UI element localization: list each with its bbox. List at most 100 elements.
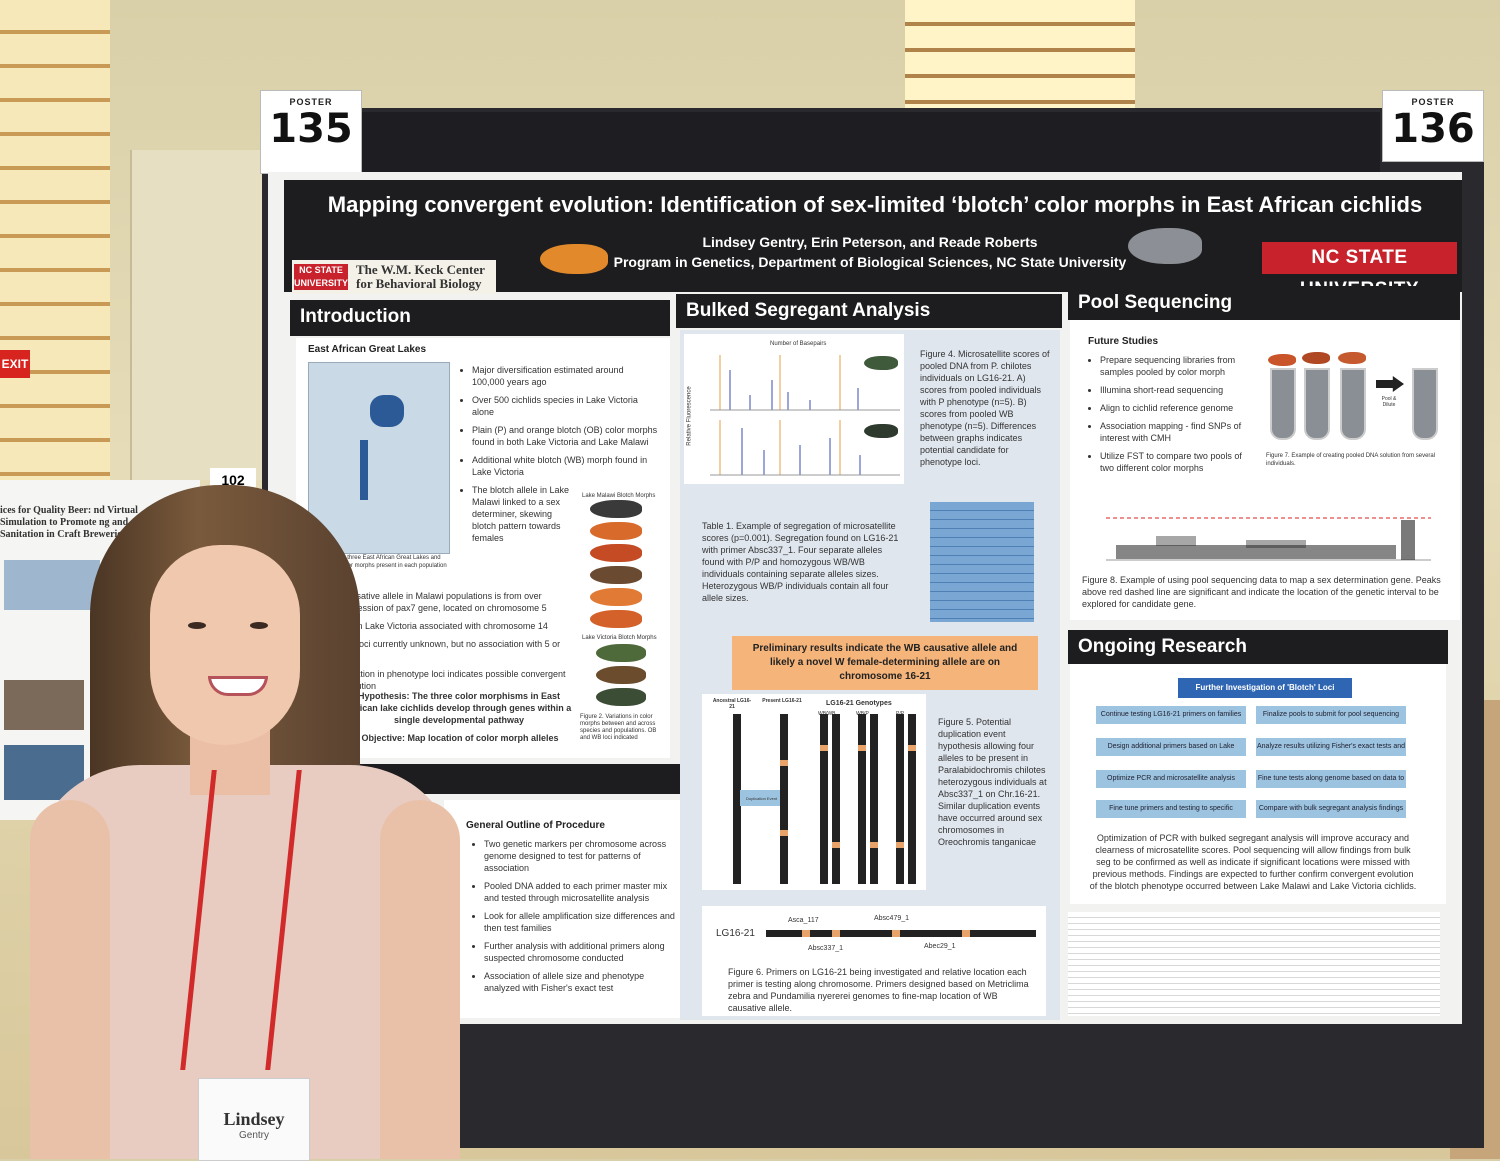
pool-bullet: Prepare sequencing libraries from sample… [1100, 354, 1252, 378]
pool-bullets: Prepare sequencing libraries from sample… [1086, 354, 1252, 480]
poster-title: Mapping convergent evolution: Identifica… [327, 192, 1423, 217]
methods-bullet: Look for allele amplification size diffe… [484, 910, 675, 934]
methods-bullet: Pooled DNA added to each primer master m… [484, 880, 675, 904]
intro-bullet: Additional white blotch (WB) morph found… [472, 454, 658, 478]
figure5-caption: Figure 5. Potential duplication event hy… [938, 717, 1047, 847]
present-label: Present LG16-21 [762, 698, 802, 704]
primer-mark [892, 930, 900, 937]
introduction-heading: Introduction [290, 300, 670, 336]
figure2-caption: Figure 2. Variations in color morphs bet… [580, 714, 657, 741]
chromosome-bar [858, 714, 866, 884]
tube-icon [1304, 368, 1330, 440]
pool-heading: Pool Sequencing [1068, 286, 1460, 320]
affiliation-line: Program in Genetics, Department of Biolo… [613, 254, 1127, 270]
flowchart-step: Fine tune primers and testing to specifi… [1096, 800, 1246, 818]
chromosome-bar [870, 714, 878, 884]
chromosome-bar [908, 714, 916, 884]
fish-photo [1268, 354, 1296, 366]
future-studies-heading: Future Studies [1088, 336, 1159, 347]
fish-photo [1338, 352, 1366, 364]
primer-label: Abec29_1 [924, 943, 956, 950]
pool-dilute-label: Pool & Dilute [1381, 396, 1397, 408]
fish-photo [590, 500, 642, 518]
neighbor-poster-image [4, 680, 84, 730]
chromosome-line [766, 930, 1036, 937]
primer-label: Absc337_1 [808, 945, 844, 952]
chart-axis-left: Relative Fluorescence [686, 386, 693, 446]
tube-icon [1340, 368, 1366, 440]
ongoing-heading: Ongoing Research [1068, 630, 1448, 664]
pool-bullet: Utilize FST to compare two pools of two … [1100, 450, 1252, 474]
malawi-morphs-label: Lake Malawi Blotch Morphs [582, 493, 656, 499]
allele-band [870, 842, 878, 848]
methods-bullet: Further analysis with additional primers… [484, 940, 675, 964]
primer-label: Absc479_1 [874, 915, 910, 922]
chromosome-bar [780, 714, 788, 884]
keck-center-text: The W.M. Keck Center for Behavioral Biol… [356, 262, 485, 291]
keck-center-logo: NC STATE UNIVERSITY The W.M. Keck Center… [292, 260, 496, 294]
poster-number-label: POSTER [289, 97, 333, 107]
table1-caption: Table 1. Example of segregation of micro… [702, 521, 899, 603]
fish-photo [596, 688, 646, 706]
flowchart-step: Analyze results utilizing Fisher's exact… [1256, 738, 1406, 756]
wall-pillar [130, 150, 272, 480]
primer-mark [962, 930, 970, 937]
methods-bullet: Association of allele size and phenotype… [484, 970, 675, 994]
fish-photo [864, 424, 898, 438]
microsatellite-peaks [710, 355, 900, 476]
badge-name: Lindsey [223, 1109, 285, 1129]
references-panel [1068, 912, 1440, 1016]
chart-axis-top: Number of Basepairs [770, 341, 827, 347]
person-arm [30, 800, 110, 1159]
figure8-caption: Figure 8. Example of using pool sequenci… [1082, 575, 1441, 609]
intro-line: Variation in phenotype loci indicates po… [340, 669, 566, 691]
figure6-caption: Figure 6. Primers on LG16-21 being inves… [728, 967, 1029, 1013]
objective-text: Objective: Map location of color morph a… [361, 733, 559, 743]
badge-surname: Gentry [238, 1130, 269, 1141]
poster-number-tag-left: POSTER 135 [260, 90, 362, 174]
manhattan-plot [1106, 517, 1431, 561]
ncstate-logo: NC STATE UNIVERSITY [1262, 242, 1457, 300]
ancestral-label: Ancestral LG16-21 [712, 698, 752, 710]
methods-bullets: Two genetic markers per chromosome acros… [470, 838, 675, 1000]
fish-photo [590, 522, 642, 540]
figure7-caption: Figure 7. Example of creating pooled DNA… [1266, 453, 1436, 467]
intro-bullet: Over 500 cichlids species in Lake Victor… [472, 394, 658, 418]
fish-photo [590, 544, 642, 562]
map-title: East African Great Lakes [308, 344, 427, 355]
neighbor-poster-image [4, 560, 100, 610]
duplication-event-marker [740, 790, 780, 806]
person-arm [380, 800, 460, 1159]
bsa-heading: Bulked Segregant Analysis [676, 294, 1062, 328]
introduction-more: Causative allele in Malawi populations i… [340, 590, 568, 692]
allele-band [896, 842, 904, 848]
fish-photo [1302, 352, 1330, 364]
allele-band [858, 745, 866, 751]
flowchart-step: Finalize pools to submit for pool sequen… [1256, 706, 1406, 724]
segregation-table [930, 502, 1034, 622]
arrow-right-icon [1376, 376, 1404, 392]
primer-mark [802, 930, 810, 937]
poster-number-tag-right: POSTER 136 [1382, 90, 1484, 162]
lg-label: LG16-21 [716, 928, 755, 939]
allele-band [780, 830, 788, 836]
fish-photo [590, 588, 642, 606]
pool-panel [1070, 320, 1460, 620]
chromosome-bar [832, 714, 840, 884]
lakes-map [308, 362, 450, 554]
genotypes-label: LG16-21 Genotypes [826, 700, 892, 707]
neighbor-poster-title: ices for Quality Beer: nd Virtual Simula… [0, 505, 138, 540]
window-blinds-left [0, 0, 110, 480]
intro-line: OB in Lake Victoria associated with chro… [340, 621, 548, 631]
intro-line: WB loci currently unknown, but no associ… [340, 639, 561, 661]
tube-icon [1270, 368, 1296, 440]
intro-bullet: Plain (P) and orange blotch (OB) color m… [472, 424, 658, 448]
chromosome-bar [820, 714, 828, 884]
allele-band [908, 745, 916, 751]
hypothesis-text: Hypothesis: The three color morphisms in… [346, 691, 572, 725]
fish-photo [596, 666, 646, 684]
poster-number: 136 [1391, 106, 1475, 152]
preliminary-results-callout: Preliminary results indicate the WB caus… [732, 636, 1038, 690]
window-blinds-top [905, 0, 1135, 118]
ncstate-mini-logo: NC STATE UNIVERSITY [294, 264, 349, 290]
